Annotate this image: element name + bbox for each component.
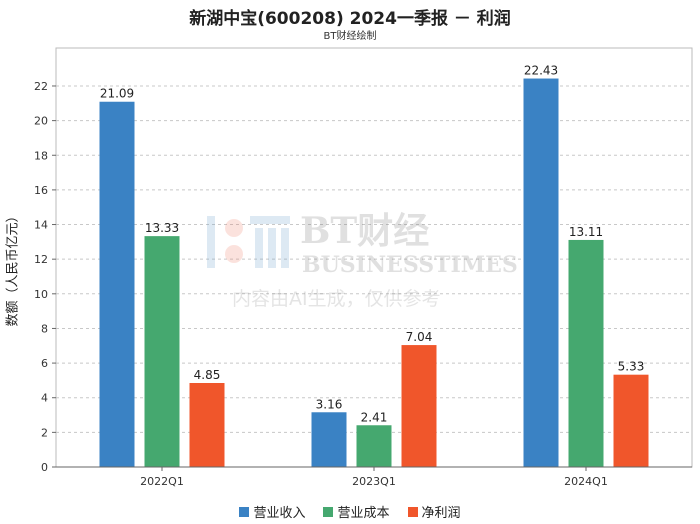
bar [356,425,392,467]
y-tick-label: 22 [34,80,48,93]
bar [568,239,604,467]
data-label: 13.33 [145,221,179,235]
bar [311,412,347,467]
y-tick-label: 18 [34,149,48,162]
legend-label: 营业收入 [253,506,306,521]
data-label: 5.33 [618,360,645,374]
legend-item: 营业收入 [239,502,305,521]
legend: 营业收入 营业成本 净利润 [0,502,700,521]
x-tick-label: 2023Q1 [352,475,396,488]
watermark-brand: BT财经 [300,210,429,252]
y-tick-label: 6 [41,357,48,370]
legend-item: 营业成本 [323,502,390,521]
legend-label: 营业成本 [337,506,390,521]
data-label: 4.85 [194,368,221,382]
axes: 0 2 4 6 8 10 12 14 16 18 20 22 2022Q1 2023Q1 2024Q1 [34,47,693,488]
bar [523,78,559,467]
data-label: 7.04 [406,330,433,344]
y-tick-label: 10 [34,288,48,301]
y-tick-label: 2 [41,426,48,439]
data-label: 21.09 [100,87,134,101]
data-labels: 21.09 13.33 4.85 3.16 2.41 7.04 22.43 13.11 5.33 [100,64,645,425]
y-tick-label: 12 [34,253,48,266]
data-label: 3.16 [316,397,343,411]
watermark-disclaimer: 内容由AI生成，仅供参考 [232,288,441,310]
y-tick-label: 16 [34,184,48,197]
data-label: 22.43 [524,64,558,78]
bar [99,101,135,468]
x-tick-label: 2024Q1 [564,475,608,488]
y-tick-label: 8 [41,322,48,335]
bar [189,383,225,467]
chart-title: 新湖中宝(600208) 2024一季报 － 利润 [189,9,511,29]
legend-item: 净利润 [407,502,461,521]
y-tick-label: 0 [41,461,48,474]
y-tick-label: 14 [34,219,48,232]
legend-swatch [323,506,334,517]
watermark-en: BUSINESSTIMES [302,252,518,278]
bar [613,374,649,467]
watermark: BT财经 BUSINESSTIMES 内容由AI生成，仅供参考 [207,210,518,310]
chart-subtitle: BT财经绘制 [323,31,377,42]
legend-label: 净利润 [421,506,461,521]
bar [144,236,180,467]
legend-swatch [239,506,250,517]
legend-swatch [407,506,418,517]
bars [99,78,649,468]
bar [401,345,437,467]
data-label: 13.11 [569,225,603,239]
x-tick-label: 2022Q1 [140,475,184,488]
y-tick-label: 4 [41,392,48,405]
data-label: 2.41 [361,410,388,424]
y-tick-label: 20 [34,115,48,128]
